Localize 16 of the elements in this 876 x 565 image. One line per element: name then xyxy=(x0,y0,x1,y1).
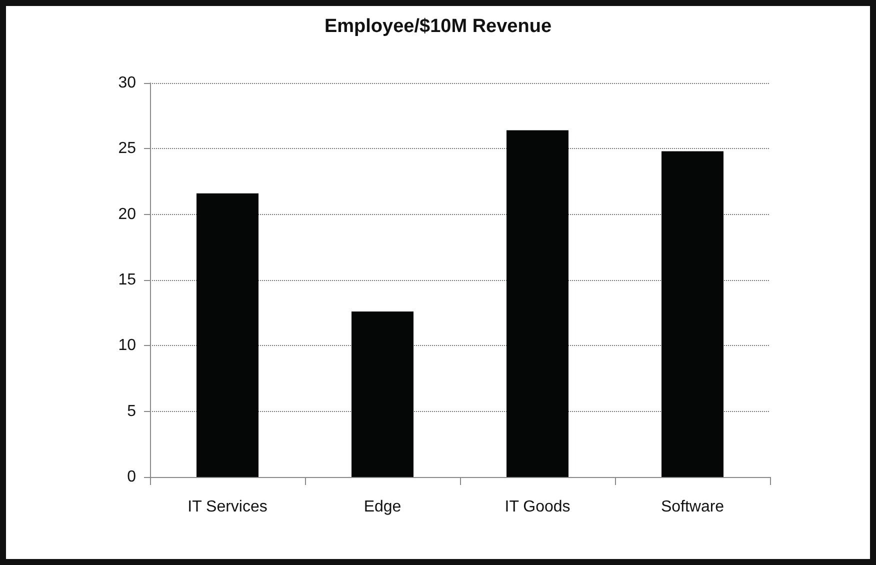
chart-title: Employee/$10M Revenue xyxy=(324,16,552,37)
x-tick-label: Edge xyxy=(364,498,402,516)
y-tick-label: 15 xyxy=(118,272,136,288)
x-tick-label: IT Services xyxy=(188,498,268,516)
bar xyxy=(506,130,568,477)
bar xyxy=(196,193,258,477)
bar xyxy=(662,151,724,477)
y-tick-label: 5 xyxy=(127,402,136,420)
x-tick-label: IT Goods xyxy=(504,498,570,516)
x-tick-label: Software xyxy=(660,498,724,516)
y-tick-label: 10 xyxy=(118,337,136,354)
y-tick-label: 20 xyxy=(118,206,136,223)
bar xyxy=(352,312,414,477)
y-tick-label: 30 xyxy=(118,74,136,92)
y-tick-label: 0 xyxy=(127,468,136,486)
y-tick-label: 25 xyxy=(118,140,136,158)
